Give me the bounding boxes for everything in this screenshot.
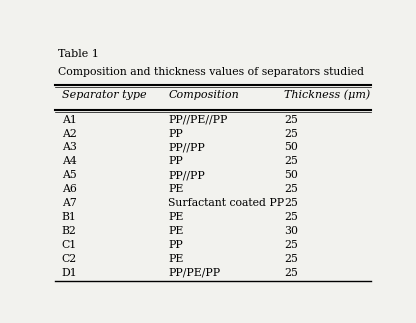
- Text: Composition and thickness values of separators studied: Composition and thickness values of sepa…: [58, 68, 364, 78]
- Text: PP: PP: [168, 156, 183, 166]
- Text: Composition: Composition: [168, 90, 239, 100]
- Text: Separator type: Separator type: [62, 90, 146, 100]
- Text: 30: 30: [284, 226, 298, 236]
- Text: Table 1: Table 1: [58, 49, 99, 59]
- Text: A7: A7: [62, 198, 77, 208]
- Text: PP: PP: [168, 240, 183, 250]
- Text: A1: A1: [62, 115, 77, 125]
- Text: 25: 25: [284, 156, 298, 166]
- Text: A5: A5: [62, 170, 77, 180]
- Text: 25: 25: [284, 115, 298, 125]
- Text: A2: A2: [62, 129, 77, 139]
- Text: PP/PE/PP: PP/PE/PP: [168, 268, 220, 278]
- Text: A6: A6: [62, 184, 77, 194]
- Text: PE: PE: [168, 226, 183, 236]
- Text: B1: B1: [62, 212, 77, 222]
- Text: PE: PE: [168, 184, 183, 194]
- Text: D1: D1: [62, 268, 77, 278]
- Text: 25: 25: [284, 254, 298, 264]
- Text: PP//PE//PP: PP//PE//PP: [168, 115, 228, 125]
- Text: C2: C2: [62, 254, 77, 264]
- Text: A4: A4: [62, 156, 77, 166]
- Text: 25: 25: [284, 212, 298, 222]
- Text: 25: 25: [284, 240, 298, 250]
- Text: PE: PE: [168, 212, 183, 222]
- Text: PP: PP: [168, 129, 183, 139]
- Text: 50: 50: [284, 170, 298, 180]
- Text: PE: PE: [168, 254, 183, 264]
- Text: C1: C1: [62, 240, 77, 250]
- Text: 50: 50: [284, 142, 298, 152]
- Text: 25: 25: [284, 268, 298, 278]
- Text: 25: 25: [284, 129, 298, 139]
- Text: Surfactant coated PP: Surfactant coated PP: [168, 198, 284, 208]
- Text: 25: 25: [284, 184, 298, 194]
- Text: PP//PP: PP//PP: [168, 170, 205, 180]
- Text: 25: 25: [284, 198, 298, 208]
- Text: Thickness (μm): Thickness (μm): [284, 90, 370, 100]
- Text: A3: A3: [62, 142, 77, 152]
- Text: PP//PP: PP//PP: [168, 142, 205, 152]
- Text: B2: B2: [62, 226, 77, 236]
